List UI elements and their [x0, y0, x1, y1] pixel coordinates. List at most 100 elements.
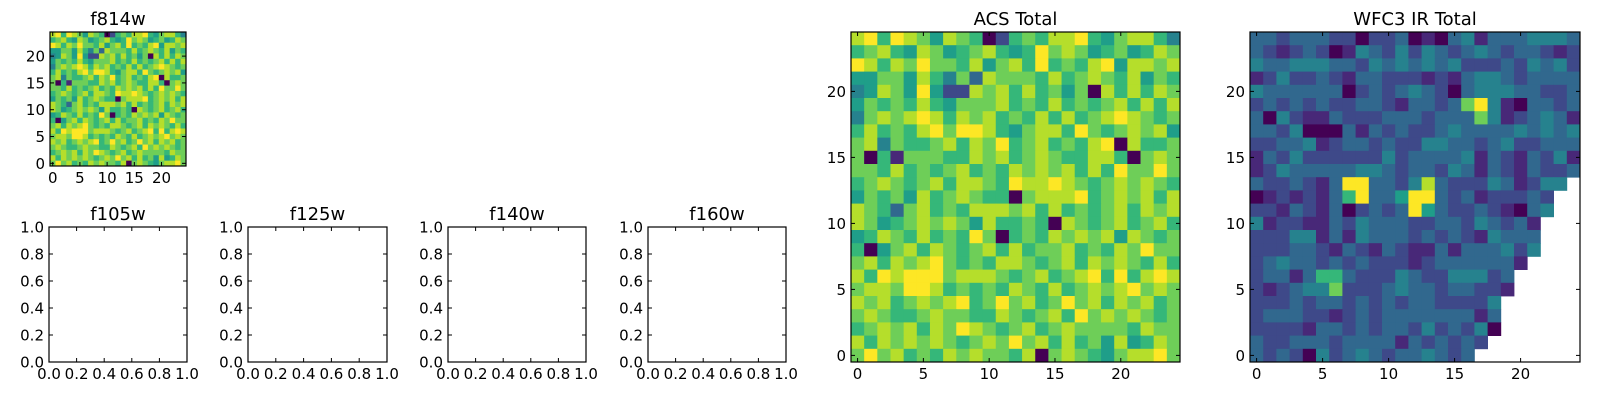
heatmap-cell: [969, 203, 983, 218]
heatmap-cell: [1153, 269, 1168, 284]
heatmap-cell: [1500, 45, 1515, 59]
heatmap-cell: [93, 85, 100, 92]
heatmap-cell: [131, 80, 138, 86]
heatmap-cell: [864, 243, 878, 257]
heatmap-cell: [175, 48, 181, 54]
heatmap-cell: [1127, 309, 1141, 323]
heatmap-cell: [943, 124, 957, 138]
heatmap-cell: [169, 90, 176, 97]
heatmap-cell: [77, 69, 84, 76]
heatmap-cell: [851, 243, 865, 257]
heatmap-cell: [916, 84, 931, 99]
heatmap-cell: [1461, 322, 1475, 336]
heatmap-cell: [1008, 150, 1023, 165]
heatmap-cell: [1421, 190, 1436, 204]
heatmap-cell: [120, 123, 127, 129]
heatmap-cell: [1127, 98, 1141, 112]
heatmap-cell: [71, 117, 78, 124]
x-tick-label: 0.6: [519, 365, 543, 383]
heatmap-cell: [1382, 111, 1396, 125]
x-tick-label: 15: [1045, 365, 1064, 383]
heatmap-cell: [890, 243, 905, 257]
heatmap-cell: [1408, 84, 1422, 99]
heatmap-cell: [864, 203, 878, 218]
heatmap-cell: [956, 282, 970, 297]
heatmap-cell: [1263, 84, 1277, 99]
heatmap-cell: [903, 98, 918, 112]
heatmap-cell: [1008, 177, 1023, 191]
heatmap-cell: [1250, 190, 1264, 204]
heatmap-cell: [164, 37, 171, 44]
heatmap-cell: [1127, 137, 1141, 152]
heatmap-cell: [158, 42, 165, 49]
heatmap-cell: [169, 112, 176, 119]
heatmap-cell: [180, 117, 187, 124]
heatmap-cell: [175, 69, 181, 76]
heatmap-cell: [890, 71, 905, 86]
heatmap-cell: [1434, 216, 1449, 231]
heatmap-cell: [1153, 190, 1168, 204]
heatmap-cell: [877, 98, 891, 112]
heatmap-cell: [1022, 124, 1036, 138]
heatmap-cell: [1382, 256, 1396, 270]
heatmap-cell: [142, 128, 149, 135]
heatmap-cell: [82, 48, 89, 54]
y-tick-label: 0: [1235, 347, 1245, 365]
heatmap-cell: [180, 128, 187, 135]
heatmap-cell: [1048, 124, 1062, 138]
heatmap-cell: [180, 42, 187, 49]
heatmap-cell: [82, 85, 89, 92]
heatmap-cell: [982, 348, 997, 363]
heatmap-cell: [120, 90, 127, 97]
heatmap-cell: [1329, 216, 1343, 231]
heatmap-cell: [131, 42, 138, 49]
heatmap-cell: [164, 149, 171, 156]
heatmap-cell: [137, 101, 143, 108]
heatmap-cell: [1316, 177, 1330, 191]
heatmap-cell: [1500, 282, 1515, 297]
heatmap-cell: [1022, 71, 1036, 86]
heatmap-cell: [1153, 243, 1168, 257]
heatmap-cell: [1061, 282, 1076, 297]
heatmap-cell: [1127, 150, 1141, 165]
heatmap-cell: [916, 164, 931, 178]
heatmap-cell: [66, 37, 73, 44]
heatmap-cell: [1540, 124, 1554, 138]
heatmap-cell: [929, 137, 944, 152]
heatmap-cell: [1140, 150, 1155, 165]
heatmap-cell: [66, 58, 73, 65]
heatmap-cell: [142, 53, 149, 60]
heatmap-cell: [864, 71, 878, 86]
heatmap-cell: [169, 80, 176, 86]
heatmap-cell: [175, 90, 181, 97]
heatmap-cell: [1048, 150, 1062, 165]
heatmap-cell: [1289, 71, 1304, 86]
heatmap-cell: [131, 58, 138, 65]
heatmap-cell: [969, 256, 983, 270]
heatmap-cell: [131, 128, 138, 135]
heatmap-cell: [1474, 216, 1488, 231]
heatmap-cell: [1566, 137, 1581, 152]
heatmap-cell: [1101, 111, 1115, 125]
heatmap-cell: [55, 69, 62, 76]
heatmap-cell: [1461, 216, 1475, 231]
heatmap-cell: [88, 160, 94, 167]
heatmap-cell: [126, 58, 132, 65]
heatmap-cell: [120, 42, 127, 49]
heatmap-cell: [1461, 45, 1475, 59]
heatmap-cell: [158, 107, 165, 113]
axes-frame: [49, 31, 187, 167]
heatmap-cell: [88, 155, 94, 162]
heatmap-cell: [98, 155, 105, 162]
heatmap-cell: [147, 96, 154, 103]
heatmap-cell: [180, 155, 187, 162]
heatmap-cell: [1316, 256, 1330, 270]
heatmap-cell: [66, 53, 73, 60]
heatmap-cell: [1500, 58, 1515, 72]
heatmap-cell: [1461, 190, 1475, 204]
heatmap-cell: [1382, 230, 1396, 244]
heatmap-cell: [864, 177, 878, 191]
x-tick-label: 10: [980, 365, 999, 383]
heatmap-cell: [66, 90, 73, 97]
heatmap-cell: [1008, 243, 1023, 257]
